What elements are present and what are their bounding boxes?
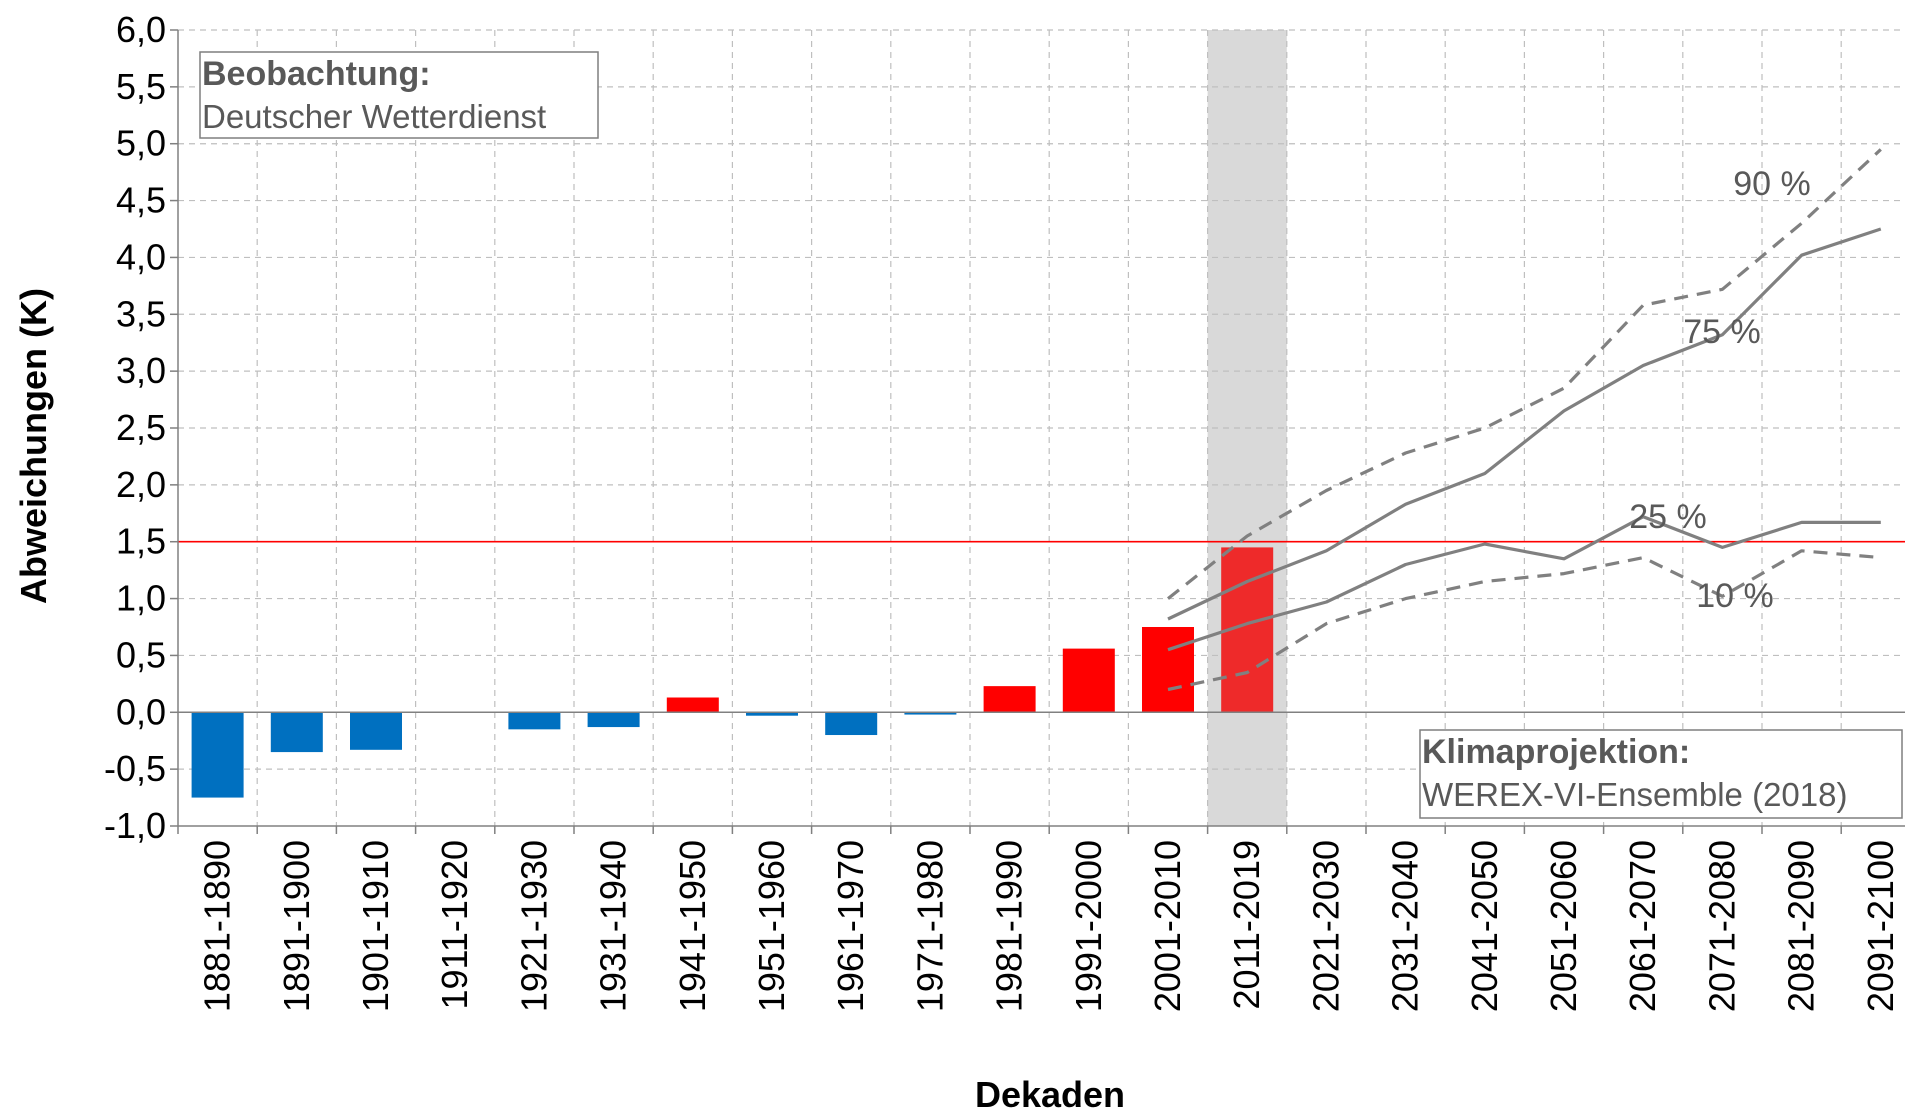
projection-line-10pct (1167, 549, 1881, 692)
bar-1931-1940 (587, 712, 640, 728)
observation-box-subtitle: Deutscher Wetterdienst (202, 98, 546, 135)
projection-line-90pct (1167, 148, 1882, 600)
label-layer: -1,0 -0,5 0,0 0,5 1,0 1,5 2,0 2,5 3,0 3,5 4,0 4,5 5,… (104, 9, 1901, 1012)
bar-1901-1910 (350, 712, 402, 750)
x-axis-title: Dekaden (975, 1074, 1125, 1109)
projection-label-90pct: 90 % (1733, 165, 1811, 203)
x-tick-label: 1891-1900 (276, 840, 317, 1012)
grid-layer (178, 29, 1905, 826)
bar-1921-1930 (508, 712, 561, 730)
y-tick-label: 3,0 (116, 350, 166, 391)
y-tick-label: -0,5 (104, 748, 166, 789)
x-tick-label: 1991-2000 (1068, 840, 1109, 1012)
projection-box: Klimaprojektion: WEREX-VI-Ensemble (2018… (1419, 729, 1903, 819)
x-tick-label: 2061-2070 (1622, 840, 1663, 1012)
bar-1891-1900 (270, 712, 323, 753)
bar-1941-1950 (666, 697, 719, 713)
x-tick-label: 1881-1890 (197, 840, 238, 1012)
projection-box-subtitle: WEREX-VI-Ensemble (2018) (1422, 776, 1847, 813)
y-tick-label: 1,5 (116, 521, 166, 562)
y-tick-label: 5,5 (116, 66, 166, 107)
x-tick-label: 1941-1950 (672, 840, 713, 1012)
x-tick-label: 1961-1970 (830, 840, 871, 1012)
axis-layer (170, 29, 1905, 834)
bar-1881-1890 (191, 712, 244, 798)
observation-box: Beobachtung: Deutscher Wetterdienst (199, 51, 599, 139)
bar-2001-2010 (1142, 627, 1194, 713)
y-tick-label: 2,0 (116, 464, 166, 505)
y-tick-label: 4,0 (116, 236, 166, 277)
bar-1991-2000 (1062, 648, 1115, 713)
bar-1971-1980 (904, 712, 957, 715)
projection-line-25pct (1167, 515, 1881, 652)
projection-box-title: Klimaprojektion: (1422, 733, 1690, 771)
y-tick-label: 0,0 (116, 691, 166, 732)
y-axis-title: Abweichungen (K) (13, 288, 54, 604)
x-tick-label: 2051-2060 (1543, 840, 1584, 1012)
x-tick-label: 1971-1980 (909, 840, 950, 1012)
projection-label-25pct: 25 % (1629, 498, 1707, 536)
y-tick-label: 1,0 (116, 578, 166, 619)
x-tick-label: 2071-2080 (1701, 840, 1742, 1012)
x-tick-label: 1981-1990 (989, 840, 1030, 1012)
bar-layer (191, 547, 1274, 798)
projection-label-10pct: 10 % (1696, 577, 1774, 615)
x-tick-label: 2031-2040 (1385, 840, 1426, 1012)
y-tick-label: 5,0 (116, 123, 166, 164)
projection-line-layer (178, 148, 1905, 692)
x-tick-label: 1951-1960 (751, 840, 792, 1012)
x-tick-label: 2081-2090 (1781, 840, 1822, 1012)
x-tick-label: 2001-2010 (1147, 840, 1188, 1012)
projection-line-75pct (1167, 227, 1882, 621)
y-tick-label: 4,5 (116, 180, 166, 221)
x-tick-label: 2041-2050 (1464, 840, 1505, 1012)
x-tick-label: 1921-1930 (513, 840, 554, 1012)
x-tick-label: 2091-2100 (1860, 840, 1901, 1012)
projection-label-75pct: 75 % (1683, 313, 1761, 351)
x-tick-label: 2021-2030 (1305, 840, 1346, 1012)
bar-1981-1990 (983, 686, 1036, 713)
observation-box-title: Beobachtung: (202, 55, 431, 93)
y-tick-label: 0,5 (116, 634, 166, 675)
bar-1961-1970 (825, 712, 878, 736)
bar-1951-1960 (746, 712, 798, 716)
x-tick-label: 1901-1910 (355, 840, 396, 1012)
x-tick-label: 2011-2019 (1226, 840, 1267, 1010)
y-tick-label: -1,0 (104, 805, 166, 846)
y-tick-label: 3,5 (116, 293, 166, 334)
x-tick-label: 1931-1940 (593, 840, 634, 1012)
y-tick-label: 2,5 (116, 407, 166, 448)
y-tick-label: 6,0 (116, 9, 166, 50)
x-tick-label: 1911-1920 (434, 840, 475, 1010)
